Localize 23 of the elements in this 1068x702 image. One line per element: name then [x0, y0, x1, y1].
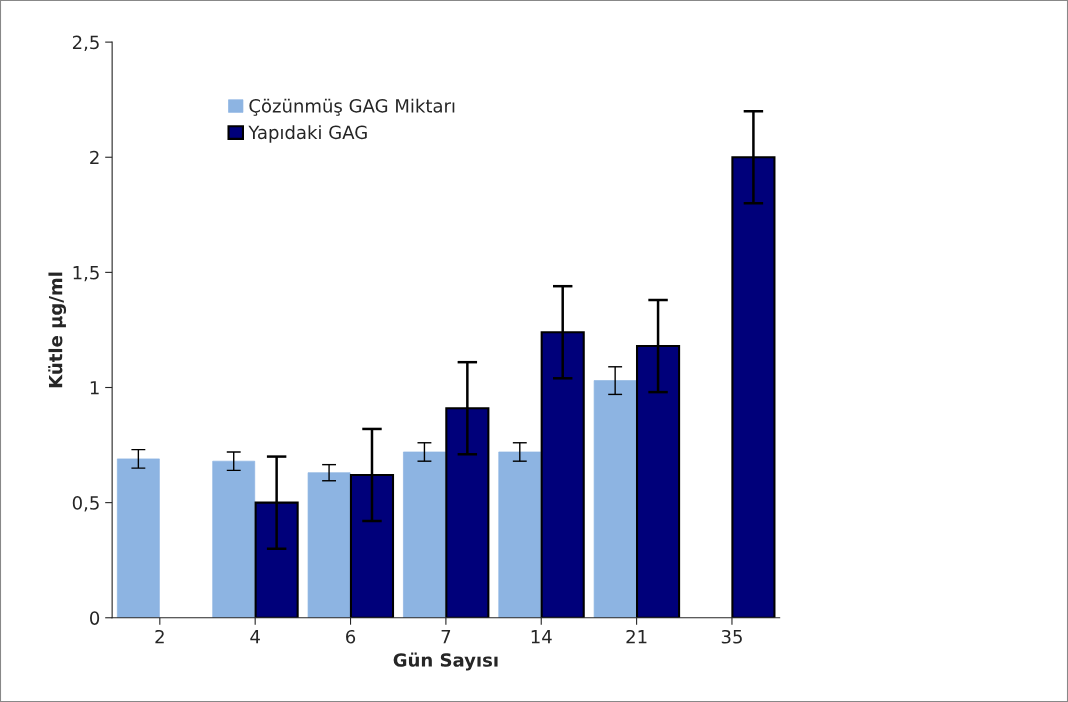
bar — [307, 472, 351, 618]
x-tick-label: 21 — [626, 629, 647, 644]
y-tick-label: 1 — [90, 381, 99, 395]
y-tick-label: 2 — [90, 150, 99, 165]
x-tick-label: 14 — [531, 630, 552, 644]
y-tick-label: 1,5 — [73, 266, 99, 282]
x-tick-label: 7 — [441, 630, 451, 644]
y-axis-title: Kütle µg/ml — [48, 272, 67, 388]
bar — [403, 451, 446, 618]
bar — [498, 451, 542, 618]
bar — [593, 380, 637, 618]
bar — [212, 460, 256, 618]
y-tick-label: 2,5 — [72, 35, 99, 52]
legend-label: Yapıdaki GAG — [248, 125, 367, 143]
x-tick-label: 4 — [250, 630, 260, 644]
legend-label: Çözünmüş GAG Miktarı — [249, 98, 455, 116]
x-tick-label: 6 — [346, 629, 356, 644]
x-axis-title: Gün Sayısı — [393, 652, 498, 671]
x-tick-label: 2 — [155, 629, 164, 644]
bar — [116, 458, 160, 618]
y-tick-label: 0 — [90, 611, 100, 625]
x-tick-label: 35 — [721, 629, 742, 644]
y-tick-label: 0,5 — [72, 496, 99, 512]
